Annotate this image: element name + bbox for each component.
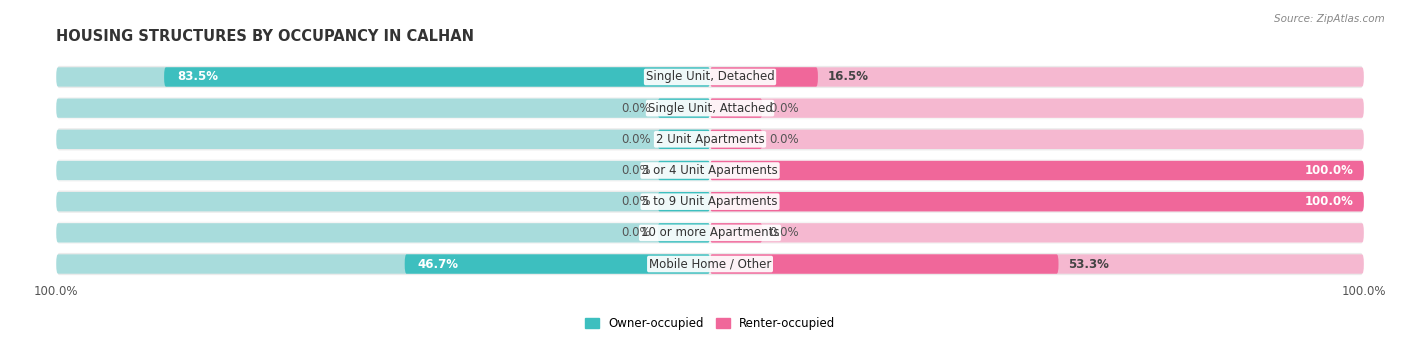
FancyBboxPatch shape (56, 67, 710, 87)
FancyBboxPatch shape (710, 254, 1364, 274)
Text: 0.0%: 0.0% (769, 133, 799, 146)
Text: 46.7%: 46.7% (418, 257, 458, 270)
FancyBboxPatch shape (56, 252, 1364, 276)
Text: 0.0%: 0.0% (621, 226, 651, 239)
FancyBboxPatch shape (56, 254, 710, 274)
FancyBboxPatch shape (56, 65, 1364, 89)
Text: HOUSING STRUCTURES BY OCCUPANCY IN CALHAN: HOUSING STRUCTURES BY OCCUPANCY IN CALHA… (56, 29, 474, 44)
FancyBboxPatch shape (710, 223, 1364, 242)
FancyBboxPatch shape (710, 130, 762, 149)
FancyBboxPatch shape (710, 67, 818, 87)
Text: 0.0%: 0.0% (769, 102, 799, 115)
FancyBboxPatch shape (710, 161, 1364, 180)
Text: 100.0%: 100.0% (1305, 195, 1354, 208)
Text: 0.0%: 0.0% (621, 102, 651, 115)
FancyBboxPatch shape (710, 67, 1364, 87)
FancyBboxPatch shape (710, 99, 762, 118)
FancyBboxPatch shape (658, 223, 710, 242)
FancyBboxPatch shape (710, 192, 1364, 211)
FancyBboxPatch shape (658, 99, 710, 118)
Legend: Owner-occupied, Renter-occupied: Owner-occupied, Renter-occupied (579, 312, 841, 335)
Text: 5 to 9 Unit Apartments: 5 to 9 Unit Apartments (643, 195, 778, 208)
Text: 0.0%: 0.0% (621, 195, 651, 208)
FancyBboxPatch shape (56, 158, 1364, 183)
FancyBboxPatch shape (56, 223, 710, 242)
Text: 0.0%: 0.0% (621, 164, 651, 177)
FancyBboxPatch shape (56, 221, 1364, 245)
FancyBboxPatch shape (710, 223, 762, 242)
FancyBboxPatch shape (56, 130, 710, 149)
Text: 100.0%: 100.0% (1305, 164, 1354, 177)
FancyBboxPatch shape (56, 99, 710, 118)
Text: 2 Unit Apartments: 2 Unit Apartments (655, 133, 765, 146)
FancyBboxPatch shape (658, 161, 710, 180)
FancyBboxPatch shape (710, 192, 1364, 211)
Text: 0.0%: 0.0% (769, 226, 799, 239)
Text: 3 or 4 Unit Apartments: 3 or 4 Unit Apartments (643, 164, 778, 177)
Text: 83.5%: 83.5% (177, 71, 218, 84)
Text: Single Unit, Detached: Single Unit, Detached (645, 71, 775, 84)
FancyBboxPatch shape (710, 99, 1364, 118)
FancyBboxPatch shape (658, 130, 710, 149)
Text: 16.5%: 16.5% (828, 71, 869, 84)
Text: Single Unit, Attached: Single Unit, Attached (648, 102, 772, 115)
FancyBboxPatch shape (405, 254, 710, 274)
Text: 53.3%: 53.3% (1069, 257, 1109, 270)
Text: 10 or more Apartments: 10 or more Apartments (641, 226, 779, 239)
Text: Mobile Home / Other: Mobile Home / Other (648, 257, 772, 270)
Text: 0.0%: 0.0% (621, 133, 651, 146)
FancyBboxPatch shape (165, 67, 710, 87)
FancyBboxPatch shape (710, 130, 1364, 149)
FancyBboxPatch shape (56, 161, 710, 180)
FancyBboxPatch shape (658, 192, 710, 211)
Text: Source: ZipAtlas.com: Source: ZipAtlas.com (1274, 14, 1385, 24)
FancyBboxPatch shape (56, 127, 1364, 151)
FancyBboxPatch shape (56, 192, 710, 211)
FancyBboxPatch shape (56, 190, 1364, 214)
FancyBboxPatch shape (710, 254, 1059, 274)
FancyBboxPatch shape (710, 161, 1364, 180)
FancyBboxPatch shape (56, 96, 1364, 120)
